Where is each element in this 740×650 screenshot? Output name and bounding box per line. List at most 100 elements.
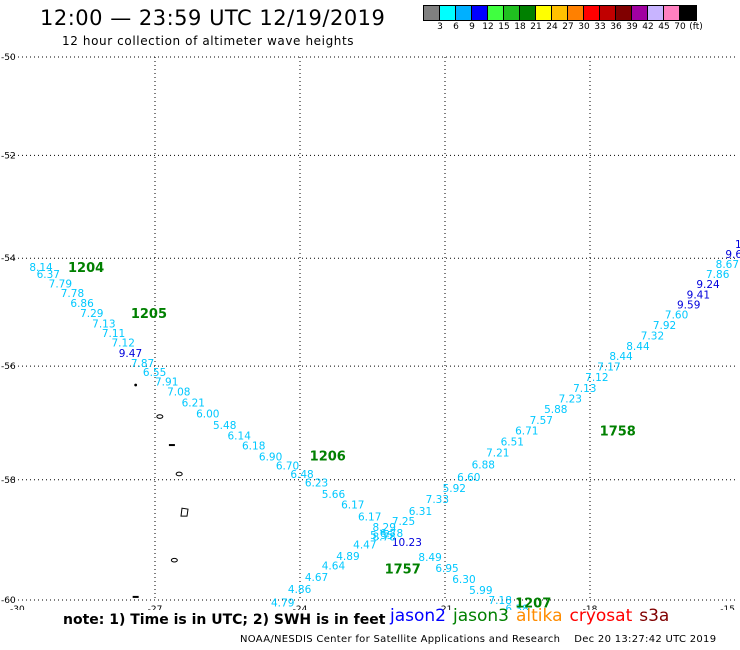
color-scale-label: 21 (530, 22, 542, 32)
swh-value-label: 8.67 (716, 259, 739, 271)
swh-value-label: 4.79 (271, 597, 294, 609)
swh-value-label: 6.37 (37, 269, 60, 281)
swh-value-label: 6.17 (358, 511, 381, 523)
color-swatch-11 (600, 6, 616, 20)
swh-value-label: 5.55 (370, 530, 393, 542)
swh-value-label: 7.60 (665, 310, 688, 322)
legend-cryosat: cryosat (569, 606, 633, 626)
color-swatch-8 (552, 6, 568, 20)
color-swatch-14 (648, 6, 664, 20)
islands (132, 383, 189, 598)
color-scale-label: 36 (610, 22, 622, 32)
swh-value-label: 6.70 (276, 460, 299, 472)
color-scale-label: 30 (578, 22, 590, 32)
color-scale-label: 12 (482, 22, 494, 32)
lon-tick-label: -30 (10, 605, 25, 610)
color-scale-bar (423, 5, 697, 21)
swh-value-label: 7.25 (392, 516, 415, 528)
swh-value-label: 9.41 (687, 289, 710, 301)
page-title: 12:00 — 23:59 UTC 12/19/2019 (40, 6, 386, 30)
swh-value-label: 7.08 (167, 387, 190, 399)
swh-value-label: 5.99 (469, 585, 492, 597)
swh-value-label: 6.90 (259, 452, 282, 464)
color-scale-label: (ft) (689, 22, 703, 32)
swh-value-label: 6.14 (228, 430, 252, 442)
color-swatch-7 (536, 6, 552, 20)
color-swatch-4 (488, 6, 504, 20)
swh-value-label: 10.3 (735, 239, 740, 251)
color-swatch-1 (440, 6, 456, 20)
color-scale-label: 15 (498, 22, 510, 32)
footer-timestamp: Dec 20 13:27:42 UTC 2019 (574, 634, 717, 645)
color-scale-label: 24 (546, 22, 558, 32)
swh-value-label: 7.57 (530, 415, 553, 427)
lat-tick-label: -52 (1, 151, 16, 161)
island-mark (156, 414, 164, 419)
lat-tick-label: -54 (1, 254, 16, 264)
color-swatch-10 (584, 6, 600, 20)
color-scale-label: 33 (594, 22, 606, 32)
lat-tick-label: -56 (1, 362, 16, 372)
color-swatch-16 (680, 6, 696, 20)
satellite-legend: jason2 jason3 altika cryosat s3a (390, 606, 676, 626)
pass-time-label: 1207 (515, 596, 551, 610)
color-scale-label: 39 (626, 22, 638, 32)
swh-value-label: 6.00 (196, 409, 219, 421)
swh-value-label: 7.18 (489, 595, 512, 607)
color-scale-label: 45 (658, 22, 670, 32)
map-grid (10, 56, 735, 601)
swh-value-label: 7.13 (92, 318, 115, 330)
swh-value-label: 6.31 (409, 506, 432, 518)
color-swatch-13 (632, 6, 648, 20)
island-mark (170, 557, 178, 563)
color-swatch-9 (568, 6, 584, 20)
pass-time-label: 1204 (68, 261, 104, 276)
swh-value-label: 6.38 (505, 604, 528, 610)
legend-jason2: jason2 (390, 606, 446, 626)
swh-value-label: 8.78 (373, 532, 396, 544)
color-scale-label: 6 (453, 22, 459, 32)
swh-value-label: 6.86 (70, 298, 94, 310)
color-scale-label: 9 (469, 22, 475, 32)
swh-value-label: 5.88 (544, 404, 567, 416)
swh-value-label: 7.12 (112, 337, 135, 349)
pass-time-label: 1757 (385, 563, 421, 578)
pass-time-label: 1758 (600, 425, 636, 440)
swh-value-label: 6.30 (452, 574, 475, 586)
lon-tick-label: -15 (720, 605, 735, 610)
swh-value-label: 7.92 (653, 320, 676, 332)
swh-value-label: 4.64 (322, 561, 346, 573)
swh-value-label: 8.29 (373, 522, 396, 534)
axis-tick-labels: -30 -27 -24 -21 -18 -15 -50 -52 -54 -56 -58 -60 (1, 53, 735, 610)
lat-tick-label: -50 (1, 53, 16, 63)
swh-value-label: 6.60 (457, 472, 480, 484)
swh-value-label: 6.17 (341, 499, 364, 511)
wave-height-map: -30 -27 -24 -21 -18 -15 -50 -52 -54 -56 -58 -60 8.1… (1, 53, 740, 610)
island-mark (180, 507, 189, 517)
legend-altika: altika (516, 606, 563, 626)
swh-value-label: 7.11 (102, 328, 125, 340)
swh-value-label: 6.51 (501, 437, 524, 449)
swh-value-label: 8.14 (29, 262, 53, 274)
color-swatch-12 (616, 6, 632, 20)
lon-tick-label: -21 (438, 605, 453, 610)
swh-value-label: 7.32 (641, 330, 664, 342)
swh-value-label: 7.21 (486, 448, 509, 460)
swh-value-label: 7.86 (706, 269, 730, 281)
swh-value-label: 6.23 (305, 478, 328, 490)
swh-value-label: 7.78 (61, 288, 84, 300)
swh-value-label: 7.87 (131, 358, 154, 370)
lon-tick-label: -24 (293, 605, 308, 610)
footer-agency: NOAA/NESDIS Center for Satellite Applica… (240, 634, 561, 645)
island-mark (175, 471, 183, 477)
color-swatch-3 (472, 6, 488, 20)
swh-value-label: 6.88 (472, 460, 495, 472)
color-swatch-2 (456, 6, 472, 20)
swh-value-label: 5.48 (213, 420, 236, 432)
swh-value-label: 9.68 (725, 249, 740, 261)
color-scale-label: 42 (642, 22, 654, 32)
swh-value-label: 6.48 (290, 469, 313, 481)
units-note: note: 1) Time is in UTC; 2) SWH is in fe… (63, 612, 386, 628)
color-scale-label: 18 (514, 22, 526, 32)
swh-value-label: 9.59 (677, 300, 700, 312)
